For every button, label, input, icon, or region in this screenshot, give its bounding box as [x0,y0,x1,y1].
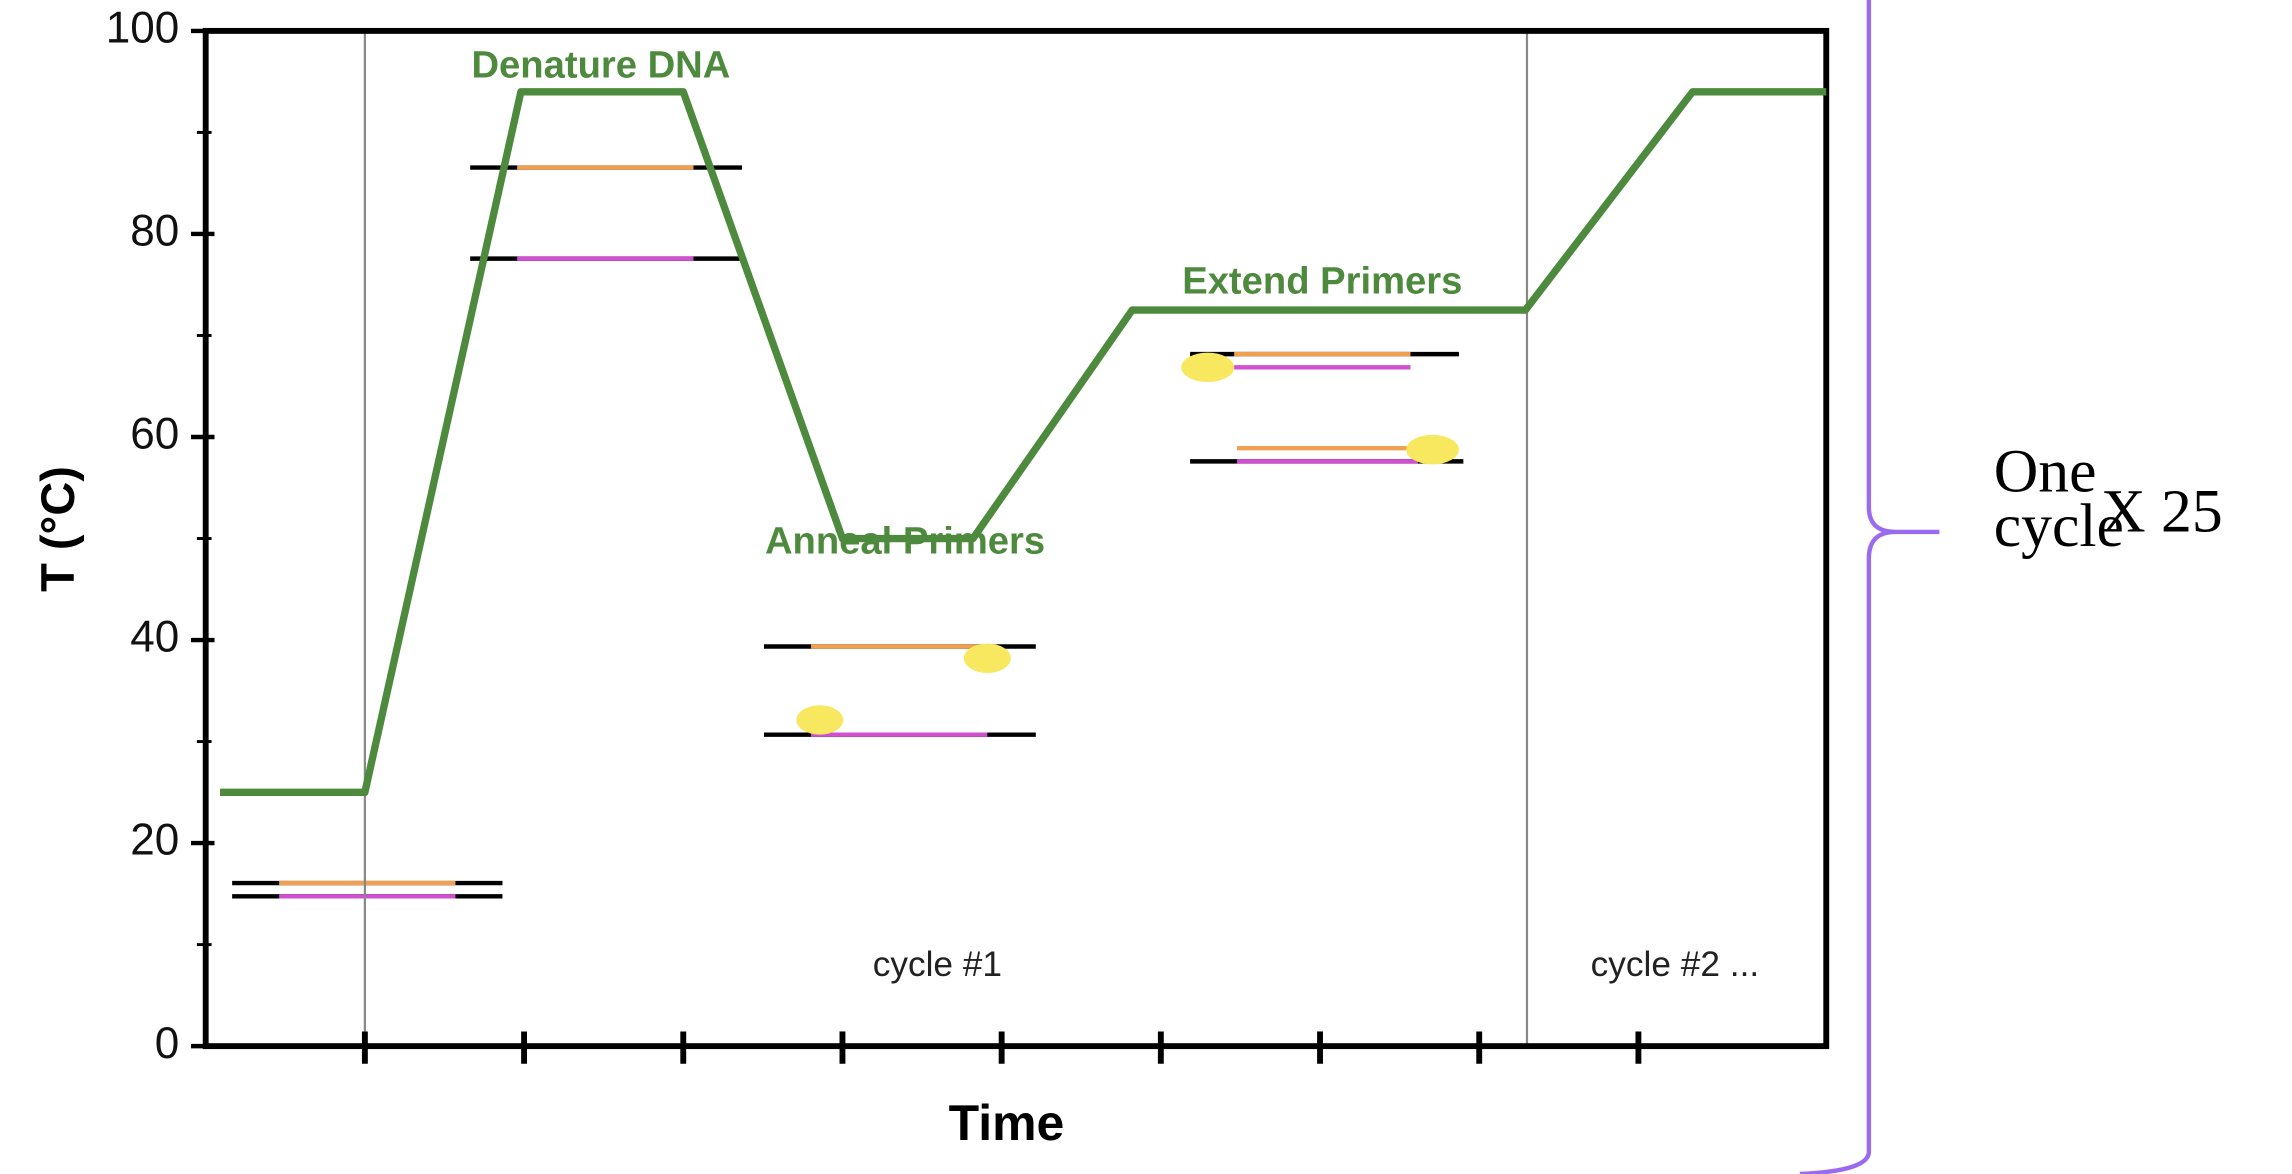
chart: One cycle X 25 Time T (°C) 020406080100D… [0,0,2292,1174]
y-tick-label: 100 [106,4,180,53]
annotation: Anneal Primers [765,520,1045,563]
y-tick-label: 60 [130,410,179,459]
y-tick-label: 20 [130,816,179,865]
x-axis-label: Time [949,1095,1065,1151]
y-tick-label: 0 [155,1019,180,1068]
y-axis-label: T (°C) [31,466,84,592]
repeat-label: X 25 [2101,477,2223,545]
page: {"chart_data": { "type": "line", "xlabel… [0,0,2292,1174]
annotation: Denature DNA [471,44,730,87]
temperature-line [220,92,1826,793]
annotation: cycle #1 [873,945,1002,984]
annotation: Extend Primers [1182,260,1462,303]
y-tick-label: 40 [130,613,179,662]
annotation: cycle #2 ... [1591,945,1760,984]
bracket [1800,0,1940,1174]
y-tick-label: 80 [130,207,179,256]
